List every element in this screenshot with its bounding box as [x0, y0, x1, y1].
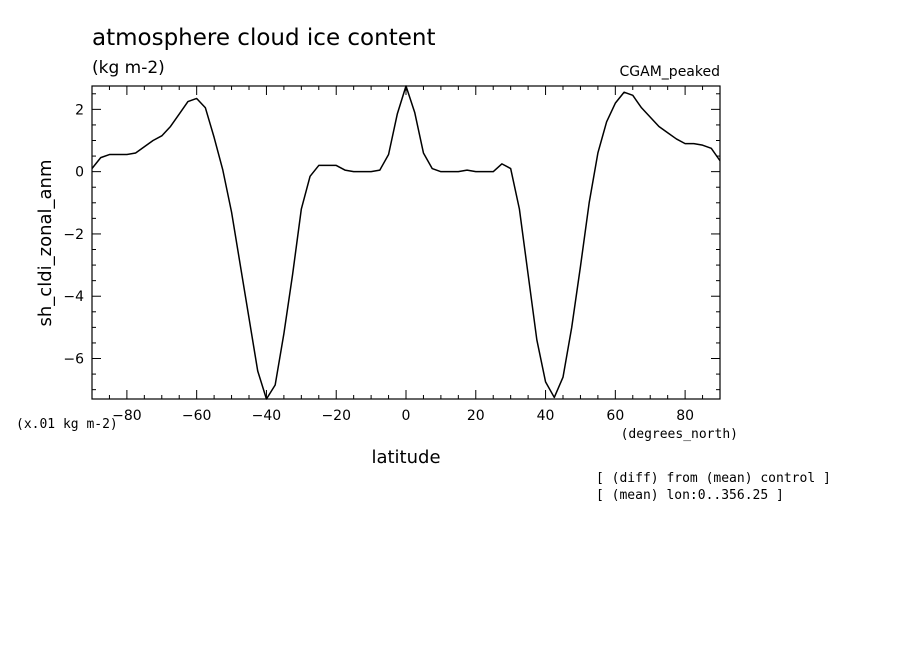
axis-ticks: [91, 86, 721, 399]
chart-title: atmosphere cloud ice content: [92, 25, 435, 51]
x-tick-labels: −80 −60 −40 −20 0 20 40 60 80: [112, 408, 694, 424]
y-tick-label: −6: [63, 352, 84, 368]
x-tick-label: 0: [402, 408, 411, 424]
note-diff: [ (diff) from (mean) control ]: [596, 471, 831, 486]
run-label: CGAM_peaked: [620, 64, 720, 80]
data-series-line: [91, 85, 721, 400]
y-tick-label: 0: [75, 165, 84, 181]
note-mean: [ (mean) lon:0..356.25 ]: [596, 488, 784, 503]
y-tick-label: −2: [63, 227, 84, 243]
x-axis-label: latitude: [371, 447, 440, 468]
x-unit-label: (degrees_north): [621, 427, 738, 442]
x-tick-label: −60: [182, 408, 212, 424]
x-tick-label: −40: [252, 408, 282, 424]
y-tick-label: 2: [75, 102, 84, 118]
y-tick-labels: 2 0 −2 −4 −6: [63, 102, 84, 367]
y-tick-label: −4: [63, 289, 84, 305]
y-axis-label: sh_cldi_zonal_anm: [35, 160, 56, 327]
plot-frame: [91, 85, 721, 400]
x-tick-label: 80: [676, 408, 694, 424]
x-tick-label: 20: [467, 408, 485, 424]
x-tick-label: 60: [606, 408, 624, 424]
x-tick-label: −20: [321, 408, 351, 424]
x-tick-label: 40: [537, 408, 555, 424]
x-tick-label: −80: [112, 408, 142, 424]
y-scale-label: (x.01 kg m-2): [16, 417, 118, 432]
chart-subtitle: (kg m-2): [92, 58, 165, 78]
